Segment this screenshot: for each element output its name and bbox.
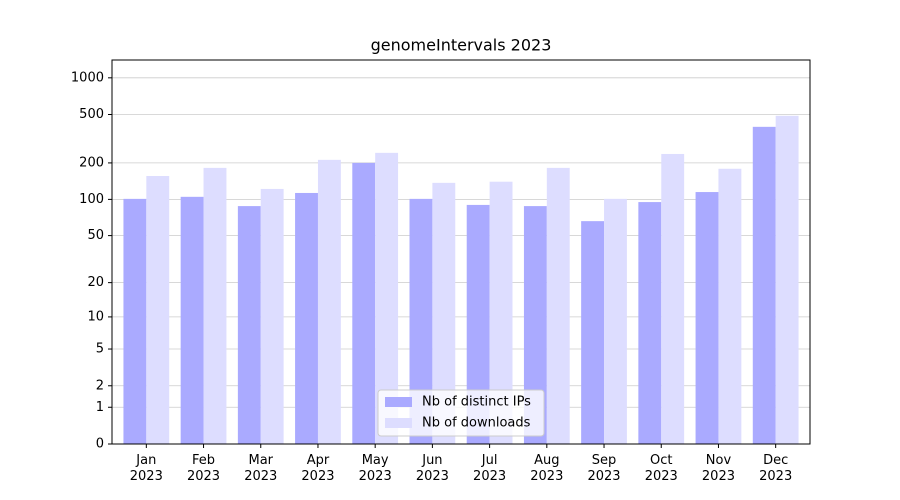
bar	[260, 188, 284, 444]
y-tick-label: 1000	[71, 70, 104, 85]
bar	[146, 176, 170, 444]
x-tick-label: Mar 2023	[244, 453, 278, 484]
bar	[489, 181, 513, 444]
y-tick-label: 0	[96, 437, 104, 452]
x-tick-label: Sep 2023	[587, 453, 621, 484]
bar	[661, 153, 685, 444]
y-tick-label: 10	[87, 309, 104, 324]
bar	[546, 167, 570, 444]
bar	[432, 182, 456, 444]
x-tick-label: Apr 2023	[301, 453, 335, 484]
bar	[695, 192, 719, 444]
y-tick-label: 200	[79, 155, 104, 170]
x-tick-label: Jan 2023	[129, 453, 163, 484]
x-tick-label: Oct 2023	[644, 453, 678, 484]
y-tick-label: 500	[79, 107, 104, 122]
bar	[180, 196, 204, 444]
bar	[203, 167, 227, 444]
bar	[466, 204, 490, 444]
bar	[295, 192, 318, 444]
y-tick-label: 20	[87, 275, 104, 290]
bar	[638, 202, 662, 444]
bar	[409, 198, 433, 444]
bar	[752, 126, 776, 444]
y-tick-label: 5	[96, 342, 104, 357]
legend: Nb of distinct IPs Nb of downloads	[377, 389, 545, 437]
bar	[317, 159, 341, 444]
y-tick-label: 50	[87, 228, 104, 243]
x-tick-label: Jun 2023	[415, 453, 449, 484]
bar	[352, 162, 376, 444]
plot-frame	[111, 59, 811, 445]
bar	[581, 221, 605, 444]
chart-title: genomeIntervals 2023	[371, 36, 552, 55]
x-tick-label: Dec 2023	[759, 453, 793, 484]
bar	[604, 198, 627, 444]
x-tick-label: Jul 2023	[473, 453, 507, 484]
legend-swatch	[385, 397, 412, 407]
y-tick-label: 100	[79, 192, 104, 207]
x-tick-label: Aug 2023	[530, 453, 564, 484]
y-tick-label: 2	[96, 378, 104, 393]
legend-swatch	[385, 418, 412, 428]
x-tick-label: Nov 2023	[701, 453, 735, 484]
legend-label: Nb of distinct IPs	[422, 395, 531, 410]
bar	[375, 152, 399, 445]
x-tick-label: May 2023	[358, 453, 392, 484]
legend-box	[377, 389, 545, 437]
legend-label: Nb of downloads	[422, 416, 531, 431]
y-tick-label: 1	[96, 400, 104, 415]
bar	[775, 115, 799, 445]
bar	[718, 168, 742, 444]
bar	[523, 206, 547, 444]
bar	[237, 206, 261, 444]
bar	[123, 198, 147, 444]
x-tick-label: Feb 2023	[186, 453, 221, 484]
